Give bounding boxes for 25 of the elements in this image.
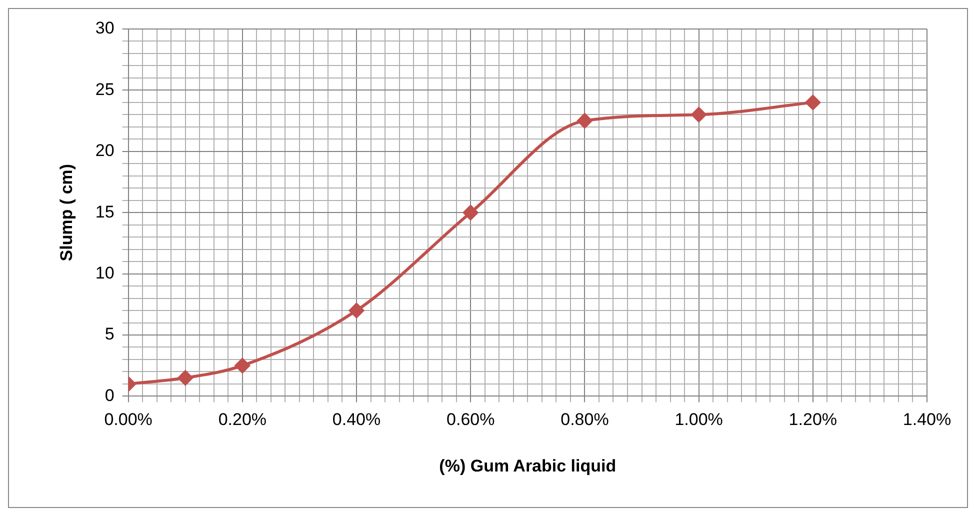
chart-frame: (%) Gum Arabic liquid Slump ( cm) 0.00% 0.20% 0.40% 0.60% 0.80% 1.00% 1.20% 1.40% 0 5 10 15 20 25 30 [8,8,968,508]
x-tick-label: 0.20% [218,410,267,430]
x-tick-label: 0.00% [104,410,152,430]
point [234,358,250,374]
x-tick-label: 1.40% [902,410,952,430]
y-tick-label: 30 [95,18,114,38]
x-tick-label: 1.00% [674,410,723,430]
point [463,205,478,220]
y-tick-label: 5 [104,324,114,344]
x-axis-title: (%) Gum Arabic liquid [439,456,616,476]
y-tick-label: 25 [95,80,114,99]
point [349,303,364,318]
point [691,107,706,122]
x-tick-label: 0.60% [446,410,495,430]
y-axis-title: Slump ( cm) [56,164,76,262]
x-tick-label: 0.80% [560,410,609,430]
point [577,113,592,128]
point [178,370,193,386]
point [805,94,820,110]
x-tick-label: 0.40% [332,410,381,430]
y-tick-label: 10 [95,263,114,282]
y-tick-label: 15 [95,202,114,222]
y-tick-label: 0 [104,386,114,405]
y-tick-label: 20 [95,141,114,160]
x-tick-label: 1.20% [788,410,838,430]
